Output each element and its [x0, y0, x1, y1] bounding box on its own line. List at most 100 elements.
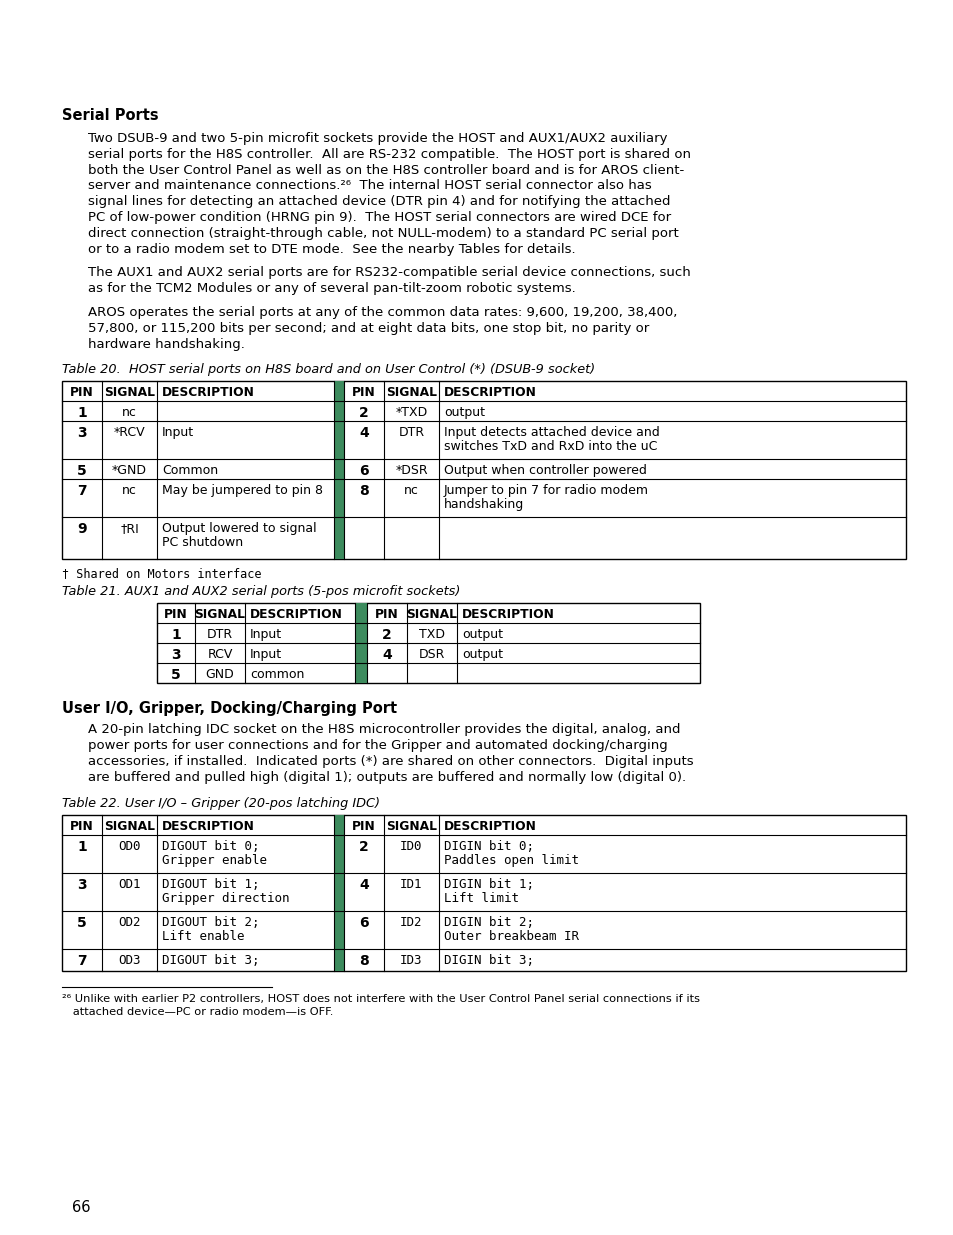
Text: DESCRIPTION: DESCRIPTION	[162, 387, 254, 399]
Text: 8: 8	[358, 953, 369, 967]
Text: 3: 3	[171, 648, 181, 662]
Text: 9: 9	[77, 522, 87, 536]
Text: OD1: OD1	[118, 878, 141, 890]
Text: DIGOUT bit 3;: DIGOUT bit 3;	[162, 953, 259, 967]
Text: DESCRIPTION: DESCRIPTION	[162, 820, 254, 832]
Bar	[355, 604, 367, 683]
Text: 5: 5	[77, 464, 87, 478]
Text: are buffered and pulled high (digital 1); outputs are buffered and normally low : are buffered and pulled high (digital 1)…	[88, 771, 685, 784]
Text: OD3: OD3	[118, 953, 141, 967]
Text: Input: Input	[250, 629, 282, 641]
Text: PC of low-power condition (HRNG pin 9).  The HOST serial connectors are wired DC: PC of low-power condition (HRNG pin 9). …	[88, 211, 670, 224]
Text: output: output	[443, 406, 484, 420]
Text: DIGIN bit 1;: DIGIN bit 1;	[443, 878, 534, 890]
Text: 3: 3	[77, 878, 87, 892]
Text: Common: Common	[162, 464, 218, 478]
Text: PIN: PIN	[164, 609, 188, 621]
Text: serial ports for the H8S controller.  All are RS-232 compatible.  The HOST port : serial ports for the H8S controller. All…	[88, 148, 690, 161]
Text: direct connection (straight-through cable, not NULL-modem) to a standard PC seri: direct connection (straight-through cabl…	[88, 227, 678, 240]
Text: 8: 8	[358, 484, 369, 499]
Text: Output lowered to signal: Output lowered to signal	[162, 522, 316, 536]
Text: SIGNAL: SIGNAL	[406, 609, 457, 621]
Text: Lift limit: Lift limit	[443, 892, 518, 904]
Text: power ports for user connections and for the Gripper and automated docking/charg: power ports for user connections and for…	[88, 740, 667, 752]
Text: hardware handshaking.: hardware handshaking.	[88, 337, 245, 351]
Text: attached device—PC or radio modem—is OFF.: attached device—PC or radio modem—is OFF…	[62, 1007, 333, 1016]
Text: DTR: DTR	[398, 426, 424, 440]
Text: 4: 4	[358, 878, 369, 892]
Text: DIGIN bit 2;: DIGIN bit 2;	[443, 915, 534, 929]
Text: *DSR: *DSR	[395, 464, 427, 478]
Text: *RCV: *RCV	[113, 426, 145, 440]
Text: Input: Input	[250, 648, 282, 662]
Text: DSR: DSR	[418, 648, 445, 662]
Text: 5: 5	[171, 668, 181, 683]
Text: Table 20.  HOST serial ports on H8S board and on User Control (*) (DSUB-9 socket: Table 20. HOST serial ports on H8S board…	[62, 363, 595, 377]
Text: Two DSUB-9 and two 5-pin microfit sockets provide the HOST and AUX1/AUX2 auxilia: Two DSUB-9 and two 5-pin microfit socket…	[88, 132, 667, 144]
Text: nc: nc	[122, 406, 137, 420]
Text: 1: 1	[77, 406, 87, 420]
Text: DTR: DTR	[207, 629, 233, 641]
Text: switches TxD and RxD into the uC: switches TxD and RxD into the uC	[443, 441, 657, 453]
Bar	[157, 604, 700, 683]
Text: signal lines for detecting an attached device (DTR pin 4) and for notifying the : signal lines for detecting an attached d…	[88, 195, 670, 209]
Text: DIGIN bit 3;: DIGIN bit 3;	[443, 953, 534, 967]
Text: PIN: PIN	[352, 820, 375, 832]
Text: Gripper enable: Gripper enable	[162, 853, 267, 867]
Text: † Shared on Motors interface: † Shared on Motors interface	[62, 567, 261, 580]
Text: A 20-pin latching IDC socket on the H8S microcontroller provides the digital, an: A 20-pin latching IDC socket on the H8S …	[88, 724, 679, 736]
Text: AROS operates the serial ports at any of the common data rates: 9,600, 19,200, 3: AROS operates the serial ports at any of…	[88, 306, 677, 319]
Text: PIN: PIN	[71, 387, 93, 399]
Text: SIGNAL: SIGNAL	[386, 387, 436, 399]
Text: The AUX1 and AUX2 serial ports are for RS232-compatible serial device connection: The AUX1 and AUX2 serial ports are for R…	[88, 267, 690, 279]
Text: 57,800, or 115,200 bits per second; and at eight data bits, one stop bit, no par: 57,800, or 115,200 bits per second; and …	[88, 322, 649, 335]
Text: RCV: RCV	[207, 648, 233, 662]
Text: 5: 5	[77, 915, 87, 930]
Text: SIGNAL: SIGNAL	[194, 609, 245, 621]
Text: Input detects attached device and: Input detects attached device and	[443, 426, 659, 440]
Text: 2: 2	[358, 406, 369, 420]
Text: TXD: TXD	[418, 629, 444, 641]
Text: SIGNAL: SIGNAL	[104, 387, 154, 399]
Text: DESCRIPTION: DESCRIPTION	[443, 820, 537, 832]
Bar	[62, 382, 905, 559]
Text: Table 22. User I/O – Gripper (20-pos latching IDC): Table 22. User I/O – Gripper (20-pos lat…	[62, 797, 379, 810]
Text: 4: 4	[358, 426, 369, 441]
Text: server and maintenance connections.²⁶  The internal HOST serial connector also h: server and maintenance connections.²⁶ Th…	[88, 179, 651, 193]
Text: nc: nc	[122, 484, 137, 498]
Bar	[334, 382, 344, 559]
Text: Outer breakbeam IR: Outer breakbeam IR	[443, 930, 578, 942]
Text: DIGOUT bit 2;: DIGOUT bit 2;	[162, 915, 259, 929]
Text: 2: 2	[382, 629, 392, 642]
Text: SIGNAL: SIGNAL	[386, 820, 436, 832]
Text: SIGNAL: SIGNAL	[104, 820, 154, 832]
Text: 6: 6	[359, 915, 369, 930]
Text: May be jumpered to pin 8: May be jumpered to pin 8	[162, 484, 323, 498]
Text: Output when controller powered: Output when controller powered	[443, 464, 646, 478]
Text: Serial Ports: Serial Ports	[62, 107, 158, 124]
Text: DESCRIPTION: DESCRIPTION	[461, 609, 555, 621]
Text: ²⁶ Unlike with earlier P2 controllers, HOST does not interfere with the User Con: ²⁶ Unlike with earlier P2 controllers, H…	[62, 994, 700, 1004]
Text: ID2: ID2	[400, 915, 422, 929]
Text: nc: nc	[404, 484, 418, 498]
Text: Table 21. AUX1 and AUX2 serial ports (5-pos microfit sockets): Table 21. AUX1 and AUX2 serial ports (5-…	[62, 585, 460, 599]
Text: User I/O, Gripper, Docking/Charging Port: User I/O, Gripper, Docking/Charging Port	[62, 701, 396, 716]
Text: *GND: *GND	[112, 464, 147, 478]
Text: 7: 7	[77, 484, 87, 499]
Text: OD0: OD0	[118, 840, 141, 852]
Text: PIN: PIN	[352, 387, 375, 399]
Text: output: output	[461, 648, 502, 662]
Text: Jumper to pin 7 for radio modem: Jumper to pin 7 for radio modem	[443, 484, 648, 498]
Text: PC shutdown: PC shutdown	[162, 536, 243, 550]
Text: DIGOUT bit 0;: DIGOUT bit 0;	[162, 840, 259, 852]
Text: Input: Input	[162, 426, 193, 440]
Text: or to a radio modem set to DTE mode.  See the nearby Tables for details.: or to a radio modem set to DTE mode. See…	[88, 242, 575, 256]
Text: PIN: PIN	[71, 820, 93, 832]
Bar	[334, 815, 344, 971]
Text: OD2: OD2	[118, 915, 141, 929]
Text: 2: 2	[358, 840, 369, 853]
Text: 7: 7	[77, 953, 87, 967]
Text: Paddles open limit: Paddles open limit	[443, 853, 578, 867]
Text: as for the TCM2 Modules or any of several pan-tilt-zoom robotic systems.: as for the TCM2 Modules or any of severa…	[88, 283, 576, 295]
Text: DIGIN bit 0;: DIGIN bit 0;	[443, 840, 534, 852]
